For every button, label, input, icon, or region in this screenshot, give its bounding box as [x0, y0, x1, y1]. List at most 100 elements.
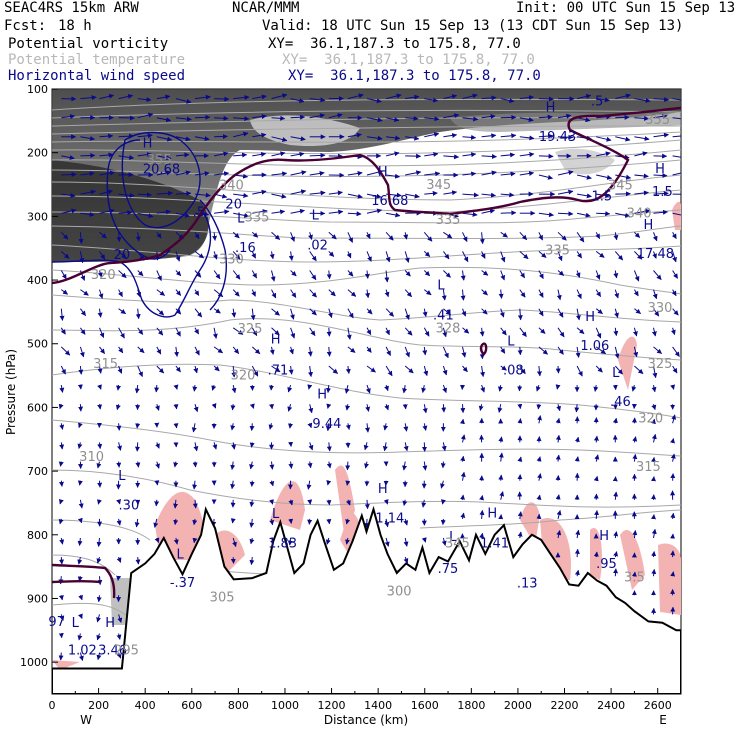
wind-vector [175, 136, 191, 142]
wind-vector [214, 115, 229, 121]
wind-vector [97, 404, 103, 410]
wind-vector [421, 537, 427, 543]
wind-vector [99, 93, 115, 100]
wind-extremum-label: L [449, 530, 457, 545]
wind-vector [443, 154, 460, 160]
theta-contour-label: 305 [210, 591, 235, 606]
xy-potential-vorticity: XY= 36.1,187.3 to 175.8, 77.0 [268, 36, 521, 52]
wind-vector [481, 95, 497, 101]
wind-vector [307, 384, 313, 390]
wind-extremum-label: 1.02 [68, 644, 97, 659]
wind-vector [517, 346, 523, 356]
wind-vector [136, 289, 142, 298]
wind-vector [440, 461, 446, 469]
theta-contour-label: 355 [645, 113, 670, 128]
wind-vector [595, 346, 607, 355]
wind-vector [97, 270, 103, 278]
wind-vector [443, 190, 458, 196]
wind-extremum-label: .46 [610, 395, 631, 410]
wind-vector [288, 518, 294, 524]
wind-vector [595, 365, 603, 373]
wind-vector [249, 537, 255, 545]
wind-vector [116, 575, 122, 581]
wind-vector [347, 289, 357, 297]
wind-vector [517, 403, 523, 410]
wind-vector [155, 461, 160, 469]
init-time: Init: 00 UTC Sun 15 Sep 13 [516, 0, 736, 16]
wind-vector [574, 569, 580, 577]
wind-vector [137, 133, 153, 139]
wind-vector [58, 480, 64, 487]
wind-vector [156, 289, 165, 296]
wind-vector [232, 327, 244, 335]
wind-vector [326, 346, 332, 357]
x-tick-label: 400 [135, 699, 156, 712]
wind-vector [269, 403, 274, 410]
x-tick-label: 2400 [597, 699, 625, 712]
wind-vector [192, 537, 198, 544]
wind-vector [405, 115, 419, 121]
wind-vector [193, 442, 199, 452]
theta-contour-label: 325 [648, 357, 673, 372]
wind-vector [232, 289, 240, 297]
wind-vector [60, 346, 71, 356]
wind-vector [78, 422, 83, 429]
wind-vector [576, 93, 592, 100]
wind-vector [154, 499, 160, 507]
wind-vector [233, 193, 249, 198]
wind-vector [269, 461, 275, 470]
wind-vector [633, 289, 639, 297]
wind-vector [443, 308, 451, 316]
wind-vector [576, 365, 583, 377]
pv-shading [52, 89, 681, 625]
wind-vector [441, 289, 447, 301]
theta-contour-label: 330 [648, 301, 673, 316]
wind-vector [194, 251, 204, 259]
wind-vector [555, 417, 561, 424]
wind-vector [517, 511, 523, 519]
wind-vector [576, 117, 591, 123]
wind-vector [232, 270, 241, 280]
wind-vector [80, 171, 95, 177]
wind-vector [134, 385, 140, 394]
wind-vector [442, 251, 450, 260]
wind-vector [404, 308, 410, 320]
wind-vector [326, 518, 332, 525]
wind-vector [385, 151, 400, 157]
wind-vector [194, 232, 200, 240]
wind-vector [575, 270, 581, 278]
wind-vector [307, 346, 313, 357]
wind-vector [366, 193, 382, 199]
wind-vector [651, 528, 657, 539]
wind-vector [192, 499, 198, 509]
wind-vector [424, 151, 439, 157]
wind-vector [214, 96, 230, 102]
wind-vector [211, 384, 217, 391]
wind-vector [306, 480, 312, 490]
wind-vector [290, 136, 306, 142]
x-tick-label: 200 [88, 699, 109, 712]
wind-vector [385, 308, 394, 317]
wind-vector [288, 251, 294, 261]
wind-vector [78, 404, 84, 412]
wind-vector [60, 365, 66, 375]
x-tick-label: 1000 [271, 699, 299, 712]
wind-vector [634, 251, 643, 260]
wind-vector [80, 153, 96, 159]
wind-vector [481, 170, 497, 176]
wind-extremum-label: .41 [433, 309, 454, 324]
wind-vector [80, 135, 95, 141]
wind-vector [386, 173, 400, 179]
x-tick-label: 1800 [457, 699, 485, 712]
y-tick-label: 100 [27, 83, 48, 96]
wind-vector [405, 94, 420, 100]
wind-vector [156, 327, 164, 336]
wind-vector [671, 289, 677, 297]
wind-vector [328, 289, 336, 297]
wind-vector [117, 365, 123, 374]
wind-vector [156, 155, 172, 161]
wind-vector [137, 152, 153, 158]
theta-contour-label: 325 [238, 322, 263, 337]
wind-extremum-label: .95 [596, 557, 617, 572]
wind-vector [670, 473, 676, 481]
